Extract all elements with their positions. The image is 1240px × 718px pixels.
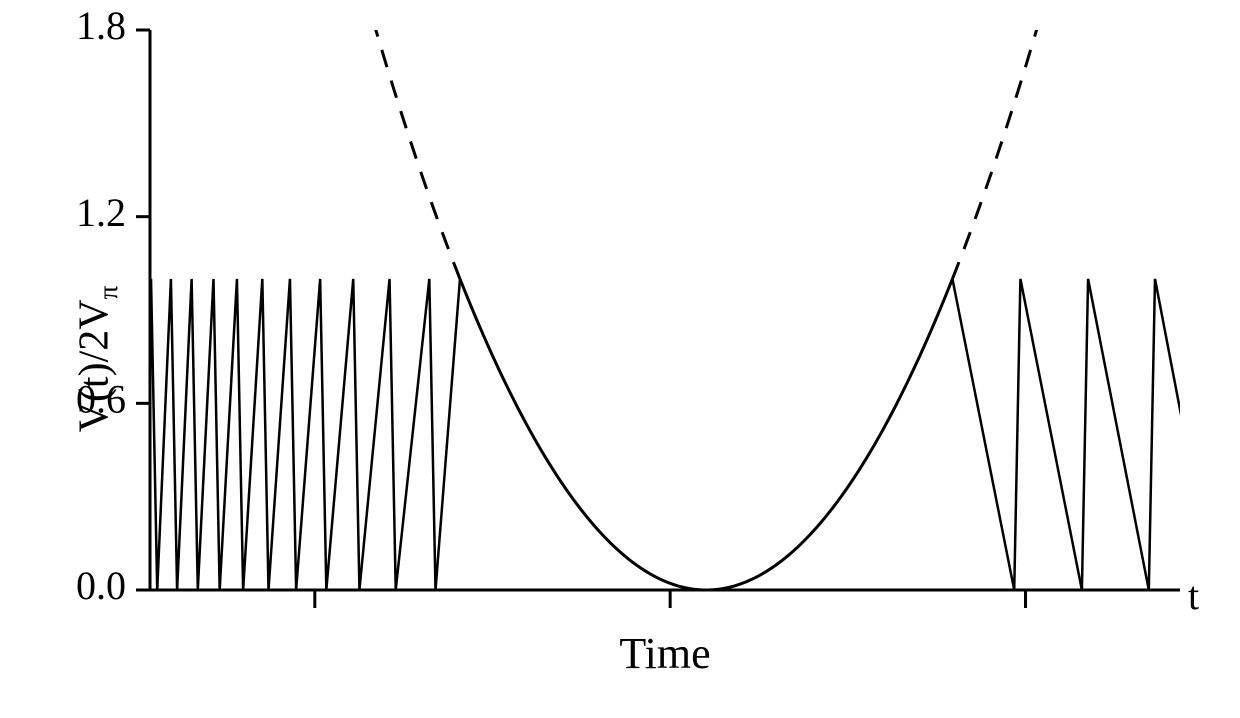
y-tick-label: 0.0 xyxy=(76,563,126,608)
sawtooth-left xyxy=(138,279,460,590)
parabola-solid xyxy=(460,279,952,590)
sawtooth-right xyxy=(952,279,1214,590)
y-tick-label: 1.2 xyxy=(76,190,126,235)
parabola-dashed-left xyxy=(349,0,460,279)
parabola-dashed-right xyxy=(952,0,1063,279)
x-axis-unit: t xyxy=(1188,573,1199,618)
y-axis-label: V(t)/2Vπ xyxy=(71,286,124,433)
x-axis-label: Time xyxy=(619,629,710,678)
y-tick-label: 1.8 xyxy=(76,3,126,48)
chart-container: V(t)/2Vπ 0.00.61.21.8tTime xyxy=(0,0,1240,718)
chart-svg: 0.00.61.21.8tTime xyxy=(0,0,1240,718)
